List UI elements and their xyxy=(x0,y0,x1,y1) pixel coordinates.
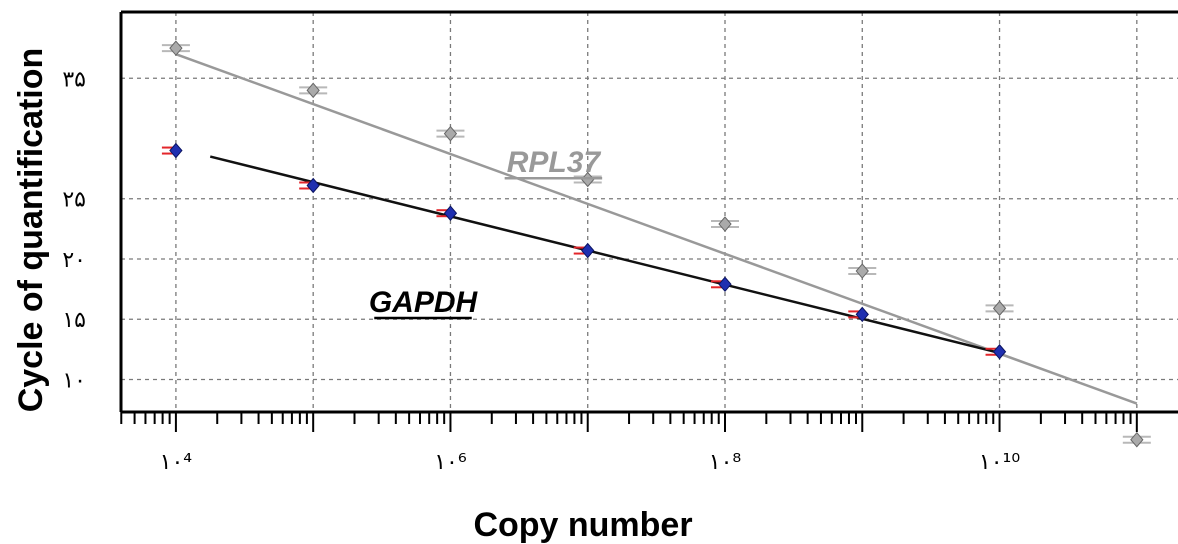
fit-lines xyxy=(175,52,1138,405)
gridlines xyxy=(121,12,1178,412)
x-axis-title: Copy number xyxy=(473,506,692,544)
data-point-gapdh xyxy=(169,142,183,159)
data-point-gapdh xyxy=(443,205,458,221)
data-point-rpl37 xyxy=(718,216,732,232)
data-point-rpl37 xyxy=(855,263,869,279)
y-tick-label: ۲۵ xyxy=(62,188,86,213)
data-point-rpl37 xyxy=(306,82,320,99)
series-label-gapdh: GAPDH xyxy=(369,286,479,319)
data-point-rpl37 xyxy=(992,300,1007,317)
data-point-rpl37 xyxy=(169,40,183,56)
data-point-gapdh xyxy=(855,306,869,323)
x-tick-label: ۱۰¹⁰ xyxy=(979,450,1020,475)
y-tick-label: ۱۵ xyxy=(62,308,86,333)
data-points xyxy=(161,40,1151,448)
data-point-rpl37 xyxy=(443,125,458,142)
x-tick-label: ۱۰⁶ xyxy=(434,450,467,475)
y-axis-title: Cycle of quantification xyxy=(12,48,50,413)
data-point-rpl37 xyxy=(1130,431,1144,448)
y-tick-label: ۱۰ xyxy=(62,368,86,393)
data-point-gapdh xyxy=(306,177,320,194)
series-fit-line-rpl37 xyxy=(175,52,1138,405)
data-point-gapdh xyxy=(581,242,595,259)
x-tick-label: ۱۰⁸ xyxy=(709,450,742,475)
y-tick-label: ۲۰ xyxy=(62,248,86,273)
series-fit-line-gapdh xyxy=(209,155,1000,355)
data-point-gapdh xyxy=(718,276,732,293)
data-point-gapdh xyxy=(992,343,1007,360)
series-label-rpl37: RPL37 xyxy=(507,146,602,179)
y-tick-label: ۳۵ xyxy=(62,67,86,92)
x-tick-label: ۱۰⁴ xyxy=(160,450,193,475)
axes xyxy=(119,10,1178,432)
labels: ۱۰ ۱۵ ۲۰ ۲۵ ۳۵ ۱۰⁴ ۱۰⁶ ۱۰⁸ ۱۰¹⁰ RPL37 GAPDH xyxy=(62,67,1020,475)
